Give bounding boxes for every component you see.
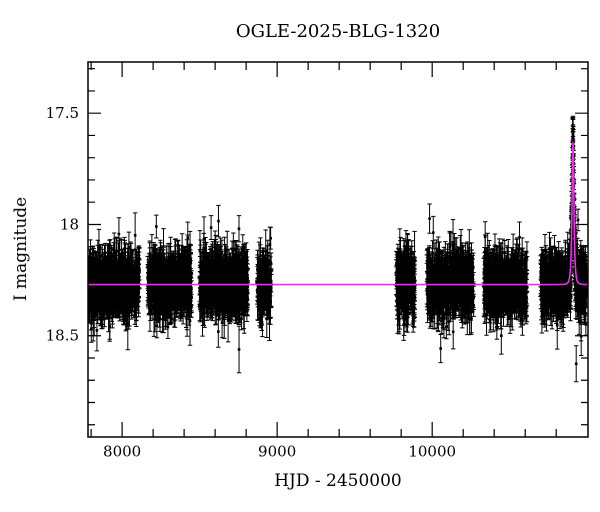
x-axis-label: HJD - 2450000 (274, 471, 402, 491)
plot-title: OGLE-2025-BLG-1320 (235, 21, 441, 42)
y-axis-label: I magnitude (11, 196, 31, 302)
